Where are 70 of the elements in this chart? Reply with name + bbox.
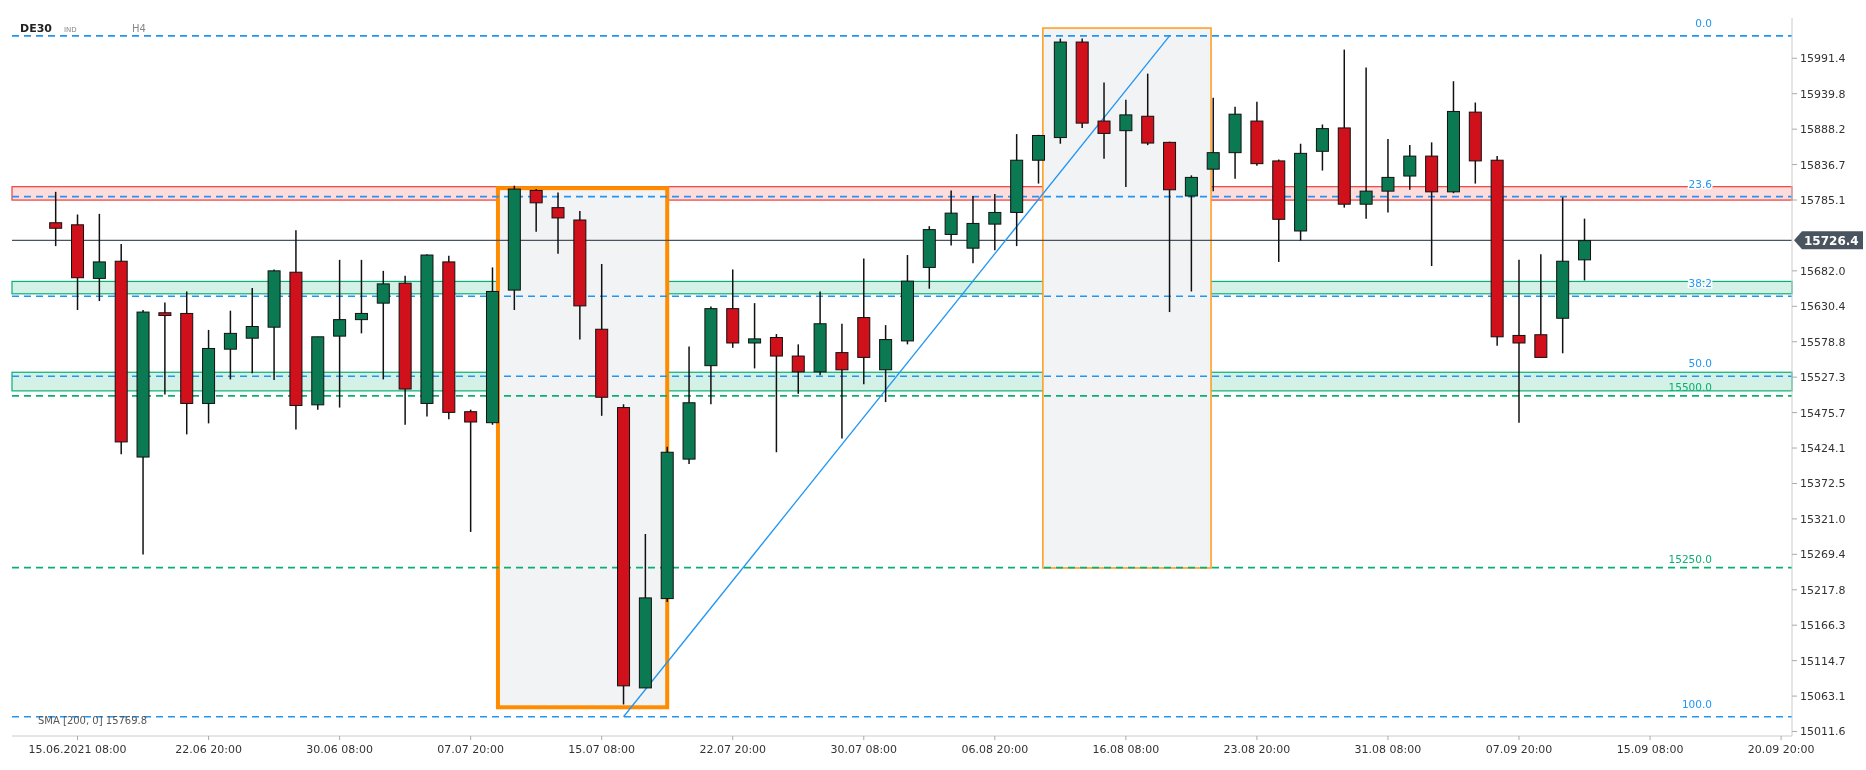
ref-line-label: 15726.4 bbox=[1804, 233, 1859, 248]
x-tick-label: 31.08 08:00 bbox=[1354, 743, 1422, 756]
candlestick bbox=[529, 188, 543, 233]
annotation: 0.0 bbox=[1695, 16, 1712, 29]
candlestick bbox=[944, 189, 958, 247]
x-tick-label: 06.08 20:00 bbox=[961, 743, 1029, 756]
candlestick bbox=[376, 270, 390, 381]
candlestick bbox=[1359, 66, 1373, 220]
annotation: SMA [200, 0] 15769.8 bbox=[38, 715, 148, 726]
candlestick bbox=[791, 343, 805, 395]
candlestick bbox=[1578, 217, 1592, 282]
chart-title: DE30 bbox=[20, 22, 53, 35]
candlestick bbox=[1097, 81, 1111, 160]
ref-line-label: 15250.0 bbox=[1668, 552, 1712, 565]
candlestick bbox=[1381, 138, 1395, 214]
x-tick-label: 30.06 08:00 bbox=[306, 743, 373, 756]
candlestick bbox=[1119, 99, 1133, 188]
y-tick-label: 15063.1 bbox=[1800, 690, 1846, 704]
candlestick bbox=[1184, 174, 1198, 293]
annotation: 50.0 bbox=[1688, 357, 1712, 370]
candlestick bbox=[769, 333, 783, 453]
candlestick bbox=[354, 259, 368, 335]
candlestick bbox=[835, 323, 849, 440]
y-tick-label: 15424.1 bbox=[1800, 442, 1846, 456]
y-tick-label: 15372.5 bbox=[1800, 477, 1846, 491]
x-tick-label: 15.06.2021 08:00 bbox=[28, 743, 127, 756]
x-tick-label: 16.08 08:00 bbox=[1092, 743, 1160, 756]
y-tick-label: 15836.7 bbox=[1800, 158, 1846, 172]
y-tick-label: 15269.4 bbox=[1800, 548, 1846, 562]
y-tick-label: 15630.4 bbox=[1800, 300, 1846, 314]
x-tick-label: 30.07 08:00 bbox=[830, 743, 898, 756]
ref-line-label: 15500.0 bbox=[1668, 380, 1712, 393]
y-tick-label: 15682.0 bbox=[1800, 264, 1846, 278]
candlestick bbox=[245, 287, 259, 374]
y-tick-label: 15217.8 bbox=[1800, 583, 1846, 597]
y-tick-label: 15939.8 bbox=[1800, 87, 1846, 101]
x-tick-label: 22.07 20:00 bbox=[699, 743, 767, 756]
candlestick bbox=[748, 302, 762, 370]
candlestick bbox=[49, 191, 63, 247]
candlestick bbox=[92, 213, 106, 302]
candlestick bbox=[1534, 253, 1548, 359]
candlestick bbox=[333, 259, 347, 409]
y-tick-label: 15578.8 bbox=[1800, 335, 1846, 349]
y-tick-label: 15475.7 bbox=[1800, 406, 1846, 420]
x-tick-label: 22.06 20:00 bbox=[175, 743, 242, 756]
candlestick bbox=[551, 191, 565, 255]
y-tick-label: 15991.4 bbox=[1800, 52, 1846, 66]
x-tick-label: 23.08 20:00 bbox=[1223, 743, 1291, 756]
y-tick-label: 15114.7 bbox=[1800, 654, 1846, 668]
x-tick-label: 07.09 20:00 bbox=[1485, 743, 1553, 756]
candlestick bbox=[1512, 259, 1526, 424]
y-tick-label: 15785.1 bbox=[1800, 194, 1846, 208]
candlestick bbox=[988, 193, 1002, 251]
y-tick-label: 15166.3 bbox=[1800, 619, 1846, 633]
x-tick-label: 15.09 08:00 bbox=[1616, 743, 1684, 756]
candlestick bbox=[1206, 96, 1220, 192]
x-tick-label: 07.07 20:00 bbox=[437, 743, 504, 756]
annotation: 100.0 bbox=[1681, 697, 1712, 710]
candlestick bbox=[1315, 123, 1329, 172]
x-tick-label: 15.07 08:00 bbox=[568, 743, 636, 756]
x-tick-label: 20.09 20:00 bbox=[1747, 743, 1815, 756]
candlestick bbox=[464, 408, 478, 533]
y-tick-label: 15527.3 bbox=[1800, 371, 1846, 385]
candlestick bbox=[1403, 144, 1417, 191]
candlestick bbox=[158, 301, 172, 396]
y-tick-label: 15888.2 bbox=[1800, 123, 1846, 137]
y-tick-label: 15321.0 bbox=[1800, 512, 1846, 526]
candlestick bbox=[223, 309, 237, 381]
y-tick-label: 15011.6 bbox=[1800, 725, 1846, 739]
annotation: H4 bbox=[132, 23, 146, 34]
